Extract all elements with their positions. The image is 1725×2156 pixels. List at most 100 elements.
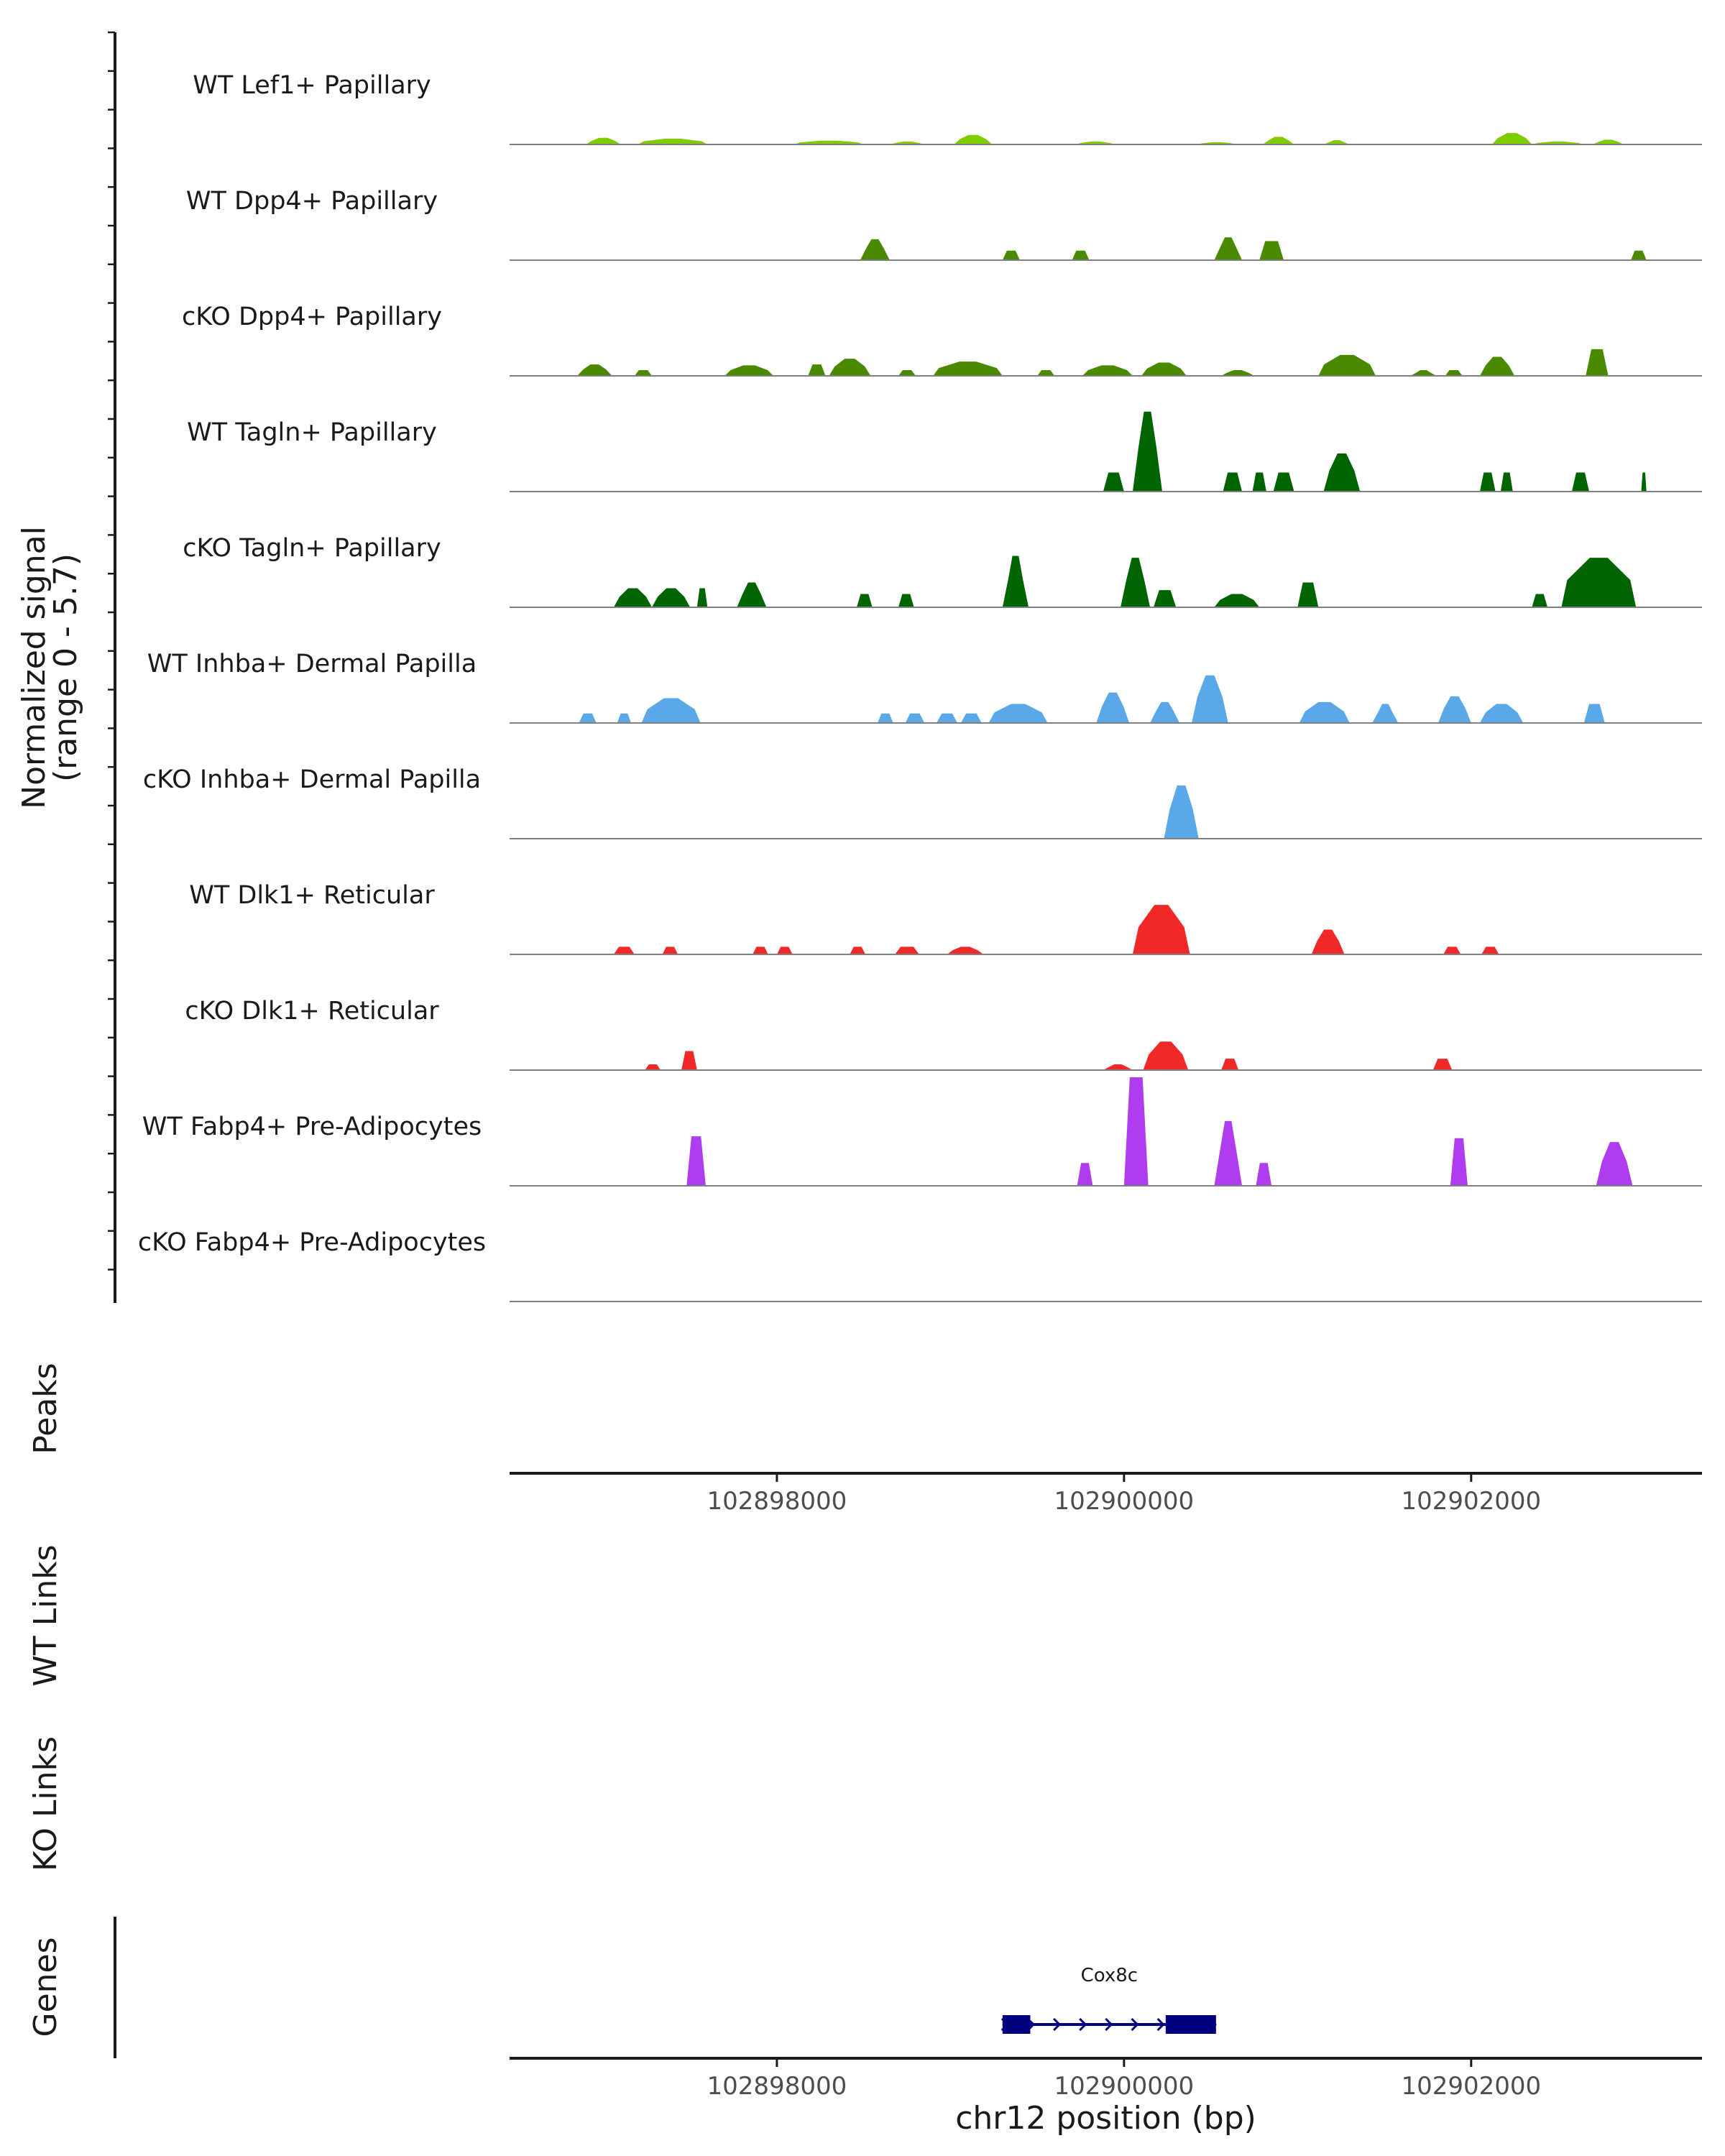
track-label: WT Dlk1+ Reticular bbox=[189, 881, 435, 910]
track-label: WT Lef1+ Papillary bbox=[193, 71, 431, 100]
coverage-peak bbox=[634, 370, 653, 376]
coverage-peak bbox=[1121, 558, 1151, 607]
coverage-tracks: WT Lef1+ Papillary WT Dpp4+ Papillary cKO … bbox=[138, 71, 1702, 1302]
coverage-peak bbox=[1586, 349, 1609, 376]
coverage-peak bbox=[737, 582, 767, 607]
gene-name-label: Cox8c bbox=[1081, 1965, 1138, 1986]
coverage-peak bbox=[1132, 905, 1190, 954]
coverage-peak bbox=[686, 1136, 706, 1186]
coverage-peak bbox=[1150, 701, 1180, 723]
track-label: cKO Dlk1+ Reticular bbox=[185, 997, 439, 1026]
coverage-peak bbox=[1153, 590, 1177, 607]
x-tick-label: 102902000 bbox=[1401, 2072, 1541, 2101]
coverage-peak bbox=[1297, 582, 1319, 607]
strand-arrow bbox=[1105, 2017, 1113, 2032]
coverage-peak bbox=[1583, 704, 1605, 723]
coverage-peak bbox=[1592, 139, 1624, 144]
strand-arrow bbox=[1156, 2017, 1165, 2032]
coverage-peak bbox=[724, 365, 774, 376]
coverage-peak bbox=[1072, 250, 1090, 260]
strand-arrow bbox=[1131, 2017, 1139, 2032]
signal-axis-title-line2: (range 0 - 5.7) bbox=[47, 553, 84, 782]
coverage-peak bbox=[1323, 140, 1350, 144]
track-wt-fabp4-pre-adipocytes: WT Fabp4+ Pre-Adipocytes bbox=[142, 1077, 1702, 1187]
coverage-peak bbox=[1077, 1163, 1093, 1186]
coverage-peak bbox=[641, 698, 701, 723]
coverage-peak bbox=[579, 713, 597, 723]
coverage-peak bbox=[1082, 365, 1133, 376]
coverage-peak bbox=[1299, 701, 1350, 723]
signal-y-axis: Normalized signal(range 0 - 5.7) bbox=[16, 31, 116, 1303]
track-label: WT Inhba+ Dermal Papilla bbox=[147, 650, 477, 678]
coverage-peak bbox=[586, 137, 621, 144]
coverage-peak bbox=[1311, 929, 1345, 954]
coverage-peak bbox=[856, 594, 873, 607]
coverage-peak bbox=[1141, 362, 1187, 376]
track-wt-dpp4-papillary: WT Dpp4+ Papillary bbox=[186, 187, 1702, 261]
strand-arrow bbox=[1053, 2017, 1062, 2032]
coverage-peak bbox=[1256, 1163, 1272, 1186]
strand-arrow bbox=[1079, 2017, 1087, 2032]
peaks-x-axis: 102898000 102900000 102902000 bbox=[510, 1472, 1702, 1516]
coverage-peak bbox=[617, 713, 632, 723]
gene-exon bbox=[1002, 2015, 1031, 2034]
x-tick-label: 102900000 bbox=[1054, 1487, 1195, 1516]
coverage-peak bbox=[1438, 696, 1471, 723]
track-cko-fabp4-pre-adipocytes: cKO Fabp4+ Pre-Adipocytes bbox=[138, 1228, 1702, 1302]
coverage-peak bbox=[1002, 556, 1029, 607]
track-wt-lef1-papillary: WT Lef1+ Papillary bbox=[193, 71, 1702, 145]
coverage-peak bbox=[1596, 1142, 1633, 1186]
coverage-peak bbox=[877, 713, 893, 723]
position-axes: 102898000 102900000 102902000 102898000 1029… bbox=[510, 1472, 1702, 2137]
coverage-peak bbox=[947, 946, 984, 954]
coverage-peak bbox=[1479, 472, 1496, 492]
coverage-peak bbox=[933, 361, 1003, 376]
coverage-peak bbox=[1323, 453, 1361, 492]
gene-cox8c: Cox8c bbox=[1000, 1965, 1217, 2034]
coverage-peak bbox=[905, 713, 925, 723]
coverage-peak bbox=[850, 946, 866, 954]
coverage-peak bbox=[1491, 133, 1532, 144]
track-cko-tagln-papillary: cKO Tagln+ Papillary bbox=[183, 534, 1702, 608]
coverage-peak bbox=[1103, 472, 1124, 492]
coverage-peak bbox=[1571, 472, 1590, 492]
coverage-peak bbox=[1103, 1064, 1133, 1070]
signal-axis-title: Normalized signal(range 0 - 5.7) bbox=[16, 526, 84, 809]
coverage-peak bbox=[898, 370, 916, 376]
coverage-peak bbox=[638, 139, 708, 144]
coverage-peak bbox=[937, 713, 958, 723]
coverage-peak bbox=[1123, 1077, 1149, 1186]
coverage-peak bbox=[895, 946, 919, 954]
coverage-peak bbox=[1164, 785, 1199, 839]
gene-track: Cox8c bbox=[1000, 1965, 1217, 2034]
coverage-peak bbox=[829, 359, 871, 376]
coverage-peak bbox=[1214, 594, 1260, 607]
coverage-peak bbox=[860, 239, 890, 260]
coverage-peak bbox=[1372, 704, 1399, 723]
coverage-peak bbox=[1273, 472, 1294, 492]
coverage-peak bbox=[1532, 594, 1548, 607]
coverage-peak bbox=[645, 1064, 661, 1070]
coverage-peak bbox=[1192, 675, 1228, 723]
coverage-peak bbox=[1221, 1059, 1239, 1070]
track-label: cKO Inhba+ Dermal Papilla bbox=[143, 765, 481, 794]
track-label: cKO Tagln+ Papillary bbox=[183, 534, 441, 563]
coverage-peak bbox=[808, 364, 826, 376]
coverage-peak bbox=[1037, 370, 1055, 376]
coverage-peak bbox=[613, 946, 635, 954]
coverage-peak bbox=[1641, 472, 1647, 492]
coverage-peak bbox=[1002, 250, 1020, 260]
track-cko-dpp4-papillary: cKO Dpp4+ Papillary bbox=[182, 303, 1702, 377]
coverage-peak bbox=[1481, 946, 1499, 954]
x-tick-label: 102900000 bbox=[1054, 2072, 1195, 2101]
track-label: cKO Dpp4+ Papillary bbox=[182, 303, 442, 331]
coverage-peak bbox=[1500, 472, 1513, 492]
panel-titles: Peaks WT Links KO Links Genes bbox=[27, 1363, 116, 2058]
coverage-peak bbox=[1479, 356, 1515, 376]
x-tick-label: 102898000 bbox=[707, 1487, 847, 1516]
coverage-peak bbox=[1252, 472, 1266, 492]
coverage-peak bbox=[954, 134, 993, 144]
panel-title-ko-links: KO Links bbox=[27, 1736, 64, 1871]
track-label: WT Fabp4+ Pre-Adipocytes bbox=[142, 1112, 482, 1141]
